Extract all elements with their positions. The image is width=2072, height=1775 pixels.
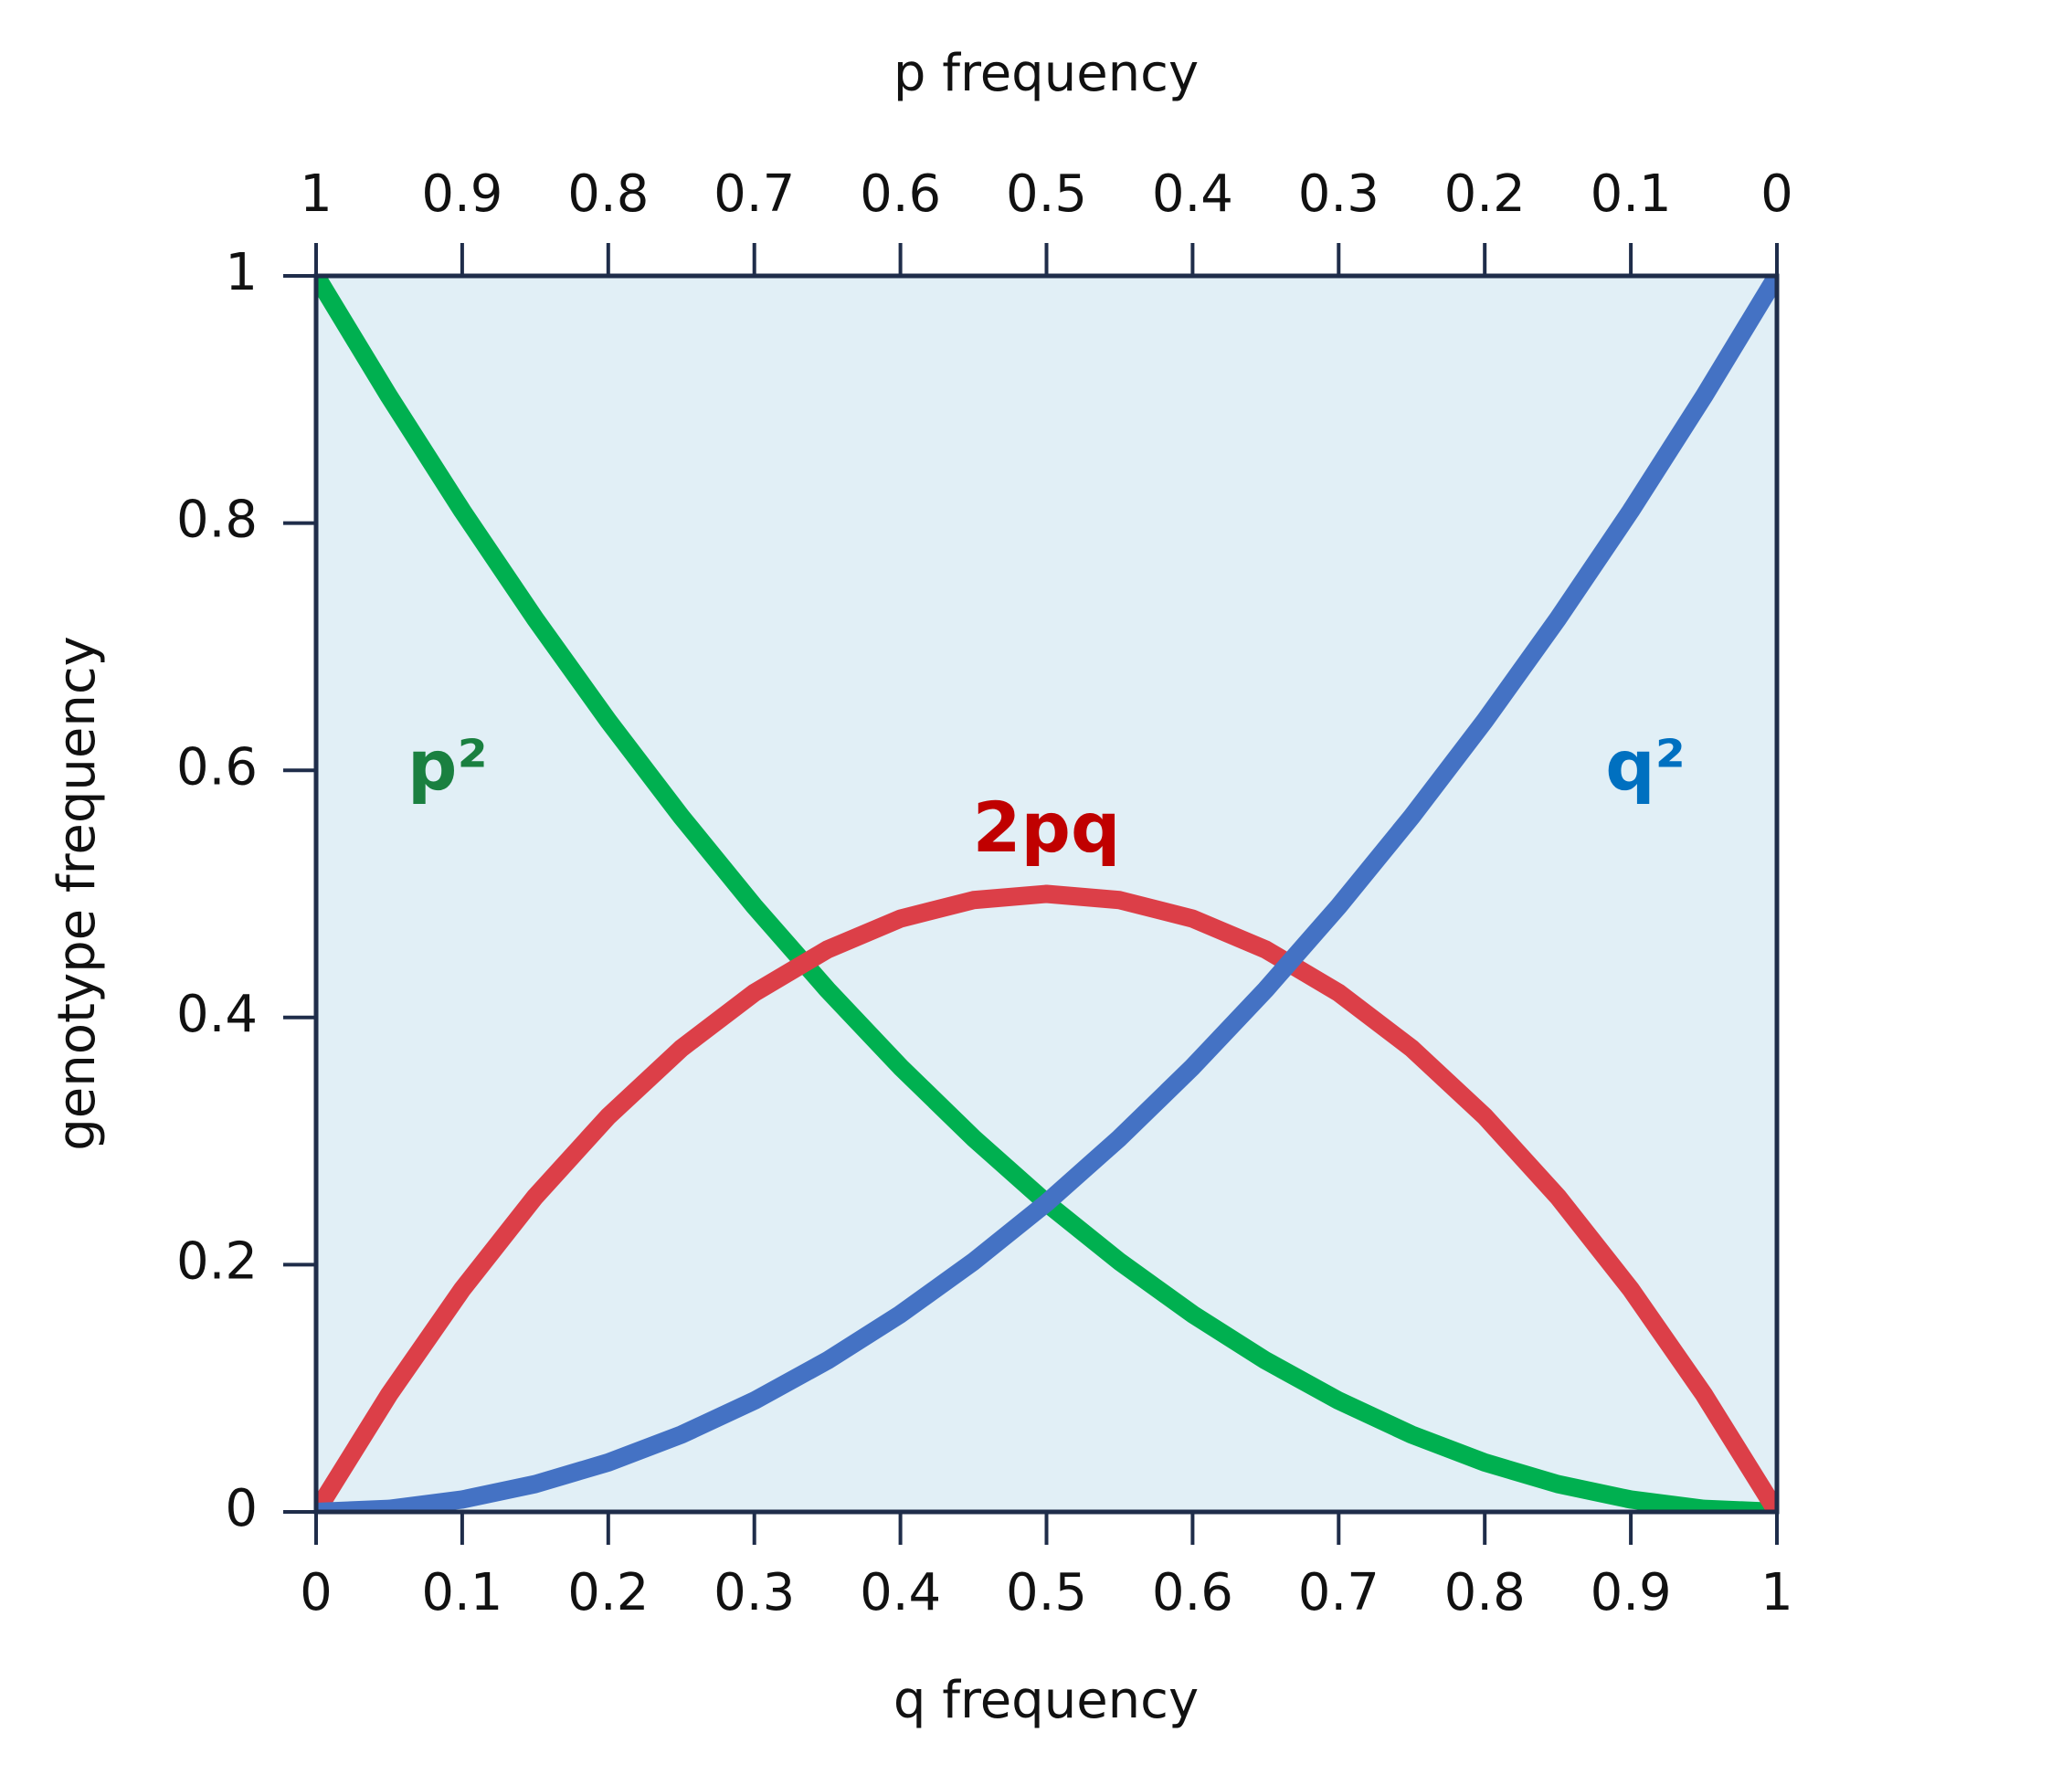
y-tick-label: 0.2 (176, 1232, 258, 1292)
x2-tick-label: 0.3 (1298, 164, 1380, 224)
x2-tick-label: 0 (1760, 164, 1793, 224)
x2-tick-label: 0.7 (714, 164, 795, 224)
x2-tick-label: 0.8 (567, 164, 649, 224)
series-label: 2pq (973, 787, 1121, 868)
series-label: q² (1605, 724, 1686, 806)
x-tick-label: 0.6 (1152, 1563, 1233, 1622)
y-tick-label: 0.8 (176, 491, 258, 550)
x-tick-label: 0 (300, 1563, 333, 1622)
line-series (316, 276, 1777, 1512)
plot-border (313, 273, 1780, 1515)
x-tick-label: 1 (1760, 1563, 1793, 1622)
x2-tick-label: 0.1 (1591, 164, 1672, 224)
x2-axis-title: p frequency (893, 44, 1199, 103)
y-tick-label: 0.4 (176, 985, 258, 1044)
x2-tick-label: 0.6 (860, 164, 941, 224)
x-tick-label: 0.1 (421, 1563, 502, 1622)
x-axis-title: q frequency (893, 1671, 1199, 1730)
y-axis-title: genotype frequency (48, 636, 107, 1151)
x2-tick-label: 0.5 (1006, 164, 1087, 224)
x-tick-label: 0.2 (567, 1563, 649, 1622)
x2-tick-label: 1 (300, 164, 333, 224)
y-tick-label: 0 (225, 1479, 258, 1538)
y-tick-label: 0.6 (176, 737, 258, 797)
x-tick-label: 0.5 (1006, 1563, 1087, 1622)
y-tick-label: 1 (225, 243, 258, 302)
x-tick-label: 0.3 (714, 1563, 795, 1622)
series-label: p² (407, 724, 488, 806)
x-tick-label: 0.7 (1298, 1563, 1380, 1622)
x2-tick-label: 0.2 (1444, 164, 1526, 224)
x-tick-label: 0.9 (1591, 1563, 1672, 1622)
x-tick-label: 0.8 (1444, 1563, 1526, 1622)
x-tick-label: 0.4 (860, 1563, 941, 1622)
x2-tick-label: 0.4 (1152, 164, 1233, 224)
x2-tick-label: 0.9 (421, 164, 502, 224)
line-series (316, 884, 1777, 1512)
